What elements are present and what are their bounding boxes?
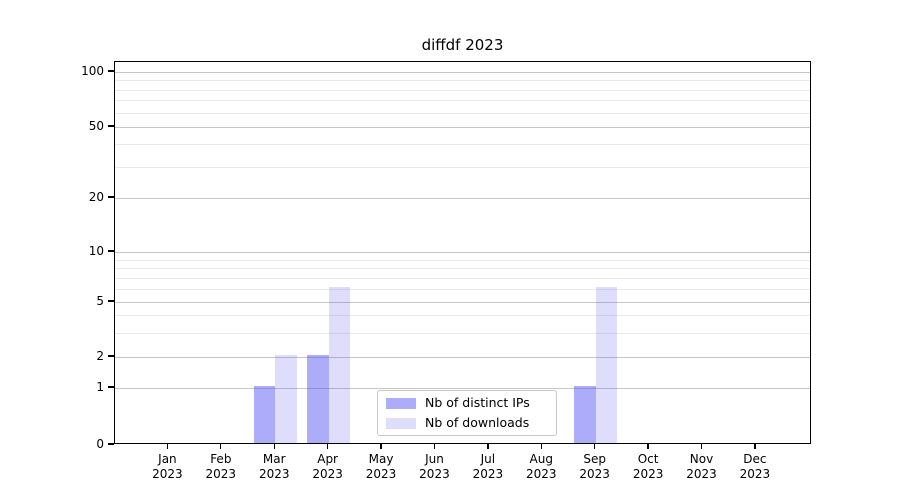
x-tick-label: Jun 2023 [419,452,450,481]
x-tick-label: Jul 2023 [472,452,504,481]
y-tick-mark [108,355,114,357]
gridline-minor [115,288,810,290]
y-tick-mark [108,300,114,302]
x-tick-label: Apr 2023 [312,452,343,481]
gridline-major [115,198,810,199]
x-tick-label: Jan 2023 [152,452,183,481]
x-tick-mark [326,444,329,449]
bar-distinct-ips-mar [253,386,276,443]
x-tick-mark [273,444,275,449]
y-tick-label: 0 [96,437,104,451]
legend-label: Nb of distinct IPs [425,395,530,410]
x-tick-label: Oct 2023 [632,452,664,481]
y-tick-label: 20 [88,190,104,204]
legend-swatch-distinct-ips [386,397,416,409]
gridline-minor [115,268,810,270]
y-tick-mark [108,70,114,72]
y-tick-mark [108,250,114,252]
y-tick-mark [108,196,114,198]
gridline-major [115,302,810,303]
gridline-major [115,357,810,358]
legend: Nb of distinct IPs Nb of downloads [377,390,557,436]
x-tick-label: Sep 2023 [579,452,610,481]
y-tick-label: 1 [96,380,104,394]
y-tick-label: 10 [88,244,104,258]
bar-downloads-apr [328,286,351,443]
legend-swatch-downloads [386,417,416,429]
x-tick-mark [433,444,436,449]
x-tick-mark [700,444,703,449]
x-tick-mark [487,444,489,449]
y-tick-label: 50 [88,119,104,133]
y-tick-mark [108,443,114,445]
gridline-minor [115,100,810,102]
x-tick-label: Mar 2023 [258,452,290,481]
gridline-major [115,127,810,128]
x-tick-label: Feb 2023 [205,452,237,481]
gridline-minor [115,259,810,261]
gridline-major [115,388,810,389]
x-tick-label: Aug 2023 [525,452,557,481]
legend-label: Nb of downloads [425,415,530,430]
gridline-minor [115,144,810,146]
bar-downloads-sep [595,286,618,443]
gridline-minor [115,166,810,168]
gridline-minor [115,89,810,91]
x-tick-mark [647,444,649,449]
gridline-minor [115,277,810,279]
x-tick-mark [594,444,596,449]
bar-distinct-ips-sep [574,386,596,443]
x-tick-label: Dec 2023 [739,452,771,481]
gridline-minor [115,112,810,114]
bar-distinct-ips-apr [307,355,329,443]
y-tick-label: 100 [81,64,104,78]
gridline-minor [115,80,810,82]
gridline-major [115,72,810,73]
x-tick-mark [754,444,756,449]
plot-area [114,61,811,444]
chart-title: diffdf 2023 [421,36,504,54]
gridline-minor [115,315,810,317]
gridline-major [115,252,810,253]
legend-row: Nb of downloads [386,416,548,430]
x-tick-mark [220,444,222,449]
x-tick-mark [540,444,542,449]
x-tick-mark [166,444,169,449]
y-tick-label: 5 [96,294,104,308]
y-tick-label: 2 [96,349,104,363]
x-tick-mark [380,444,382,449]
y-tick-mark [108,125,114,127]
x-tick-label: May 2023 [365,452,397,481]
gridline-minor [115,332,810,334]
legend-row: Nb of distinct IPs [386,396,548,410]
y-tick-mark [108,386,114,388]
x-tick-label: Nov 2023 [686,452,717,481]
bar-downloads-mar [275,355,297,443]
